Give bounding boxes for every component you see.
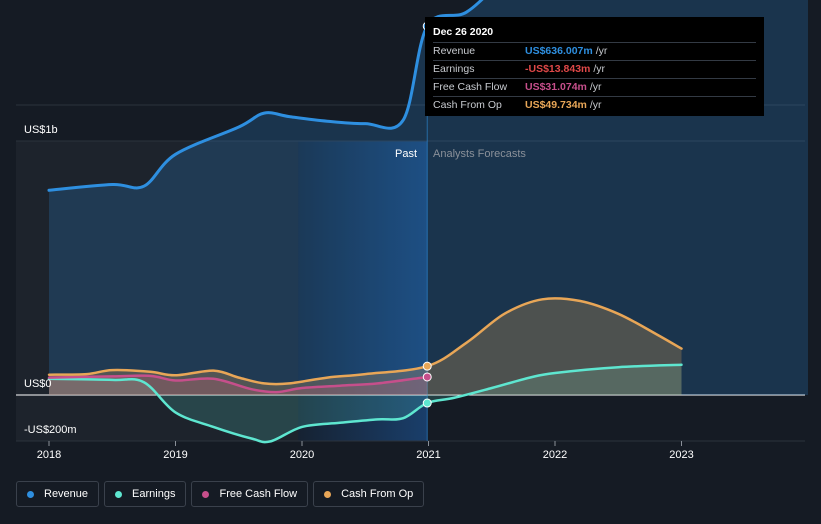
past-shade [16, 141, 299, 441]
tooltip-row-label: Cash From Op [433, 99, 502, 111]
tooltip-row: Cash From Op US$49.734m/yr [433, 96, 756, 114]
x-tick-label: 2020 [290, 449, 314, 461]
earnings-line [47, 363, 683, 444]
legend-item-earnings[interactable]: Earnings [104, 481, 187, 507]
tooltip-row: Earnings -US$13.843m/yr [433, 60, 756, 78]
legend-item-revenue[interactable]: Revenue [16, 481, 100, 507]
x-tick-label: 2023 [669, 449, 693, 461]
tooltip-panel: Dec 26 2020 Revenue US$636.007m/yr Earning… [425, 17, 764, 116]
tooltip-row: Revenue US$636.007m/yr [433, 42, 756, 60]
x-tick-label: 2021 [416, 449, 440, 461]
legend-dot-icon [27, 490, 34, 498]
earnings-area [49, 364, 682, 443]
tooltip-row-label: Free Cash Flow [433, 81, 508, 93]
past-label: Past [395, 148, 417, 160]
tooltip-row-value: US$31.074m [525, 81, 587, 93]
legend-dot-icon [115, 490, 123, 498]
legend-item-free-cash-flow[interactable]: Free Cash Flow [191, 481, 309, 507]
tooltip-row-unit: /yr [593, 63, 606, 75]
tooltip-row: Free Cash Flow US$31.074m/yr [433, 78, 756, 96]
earnings-marker [422, 398, 432, 408]
cash-from-op-area [49, 298, 682, 395]
legend: Revenue Earnings Free Cash Flow Cash From O… [16, 481, 425, 507]
tooltip-row-value: US$636.007m [525, 45, 593, 57]
tooltip-row-label: Revenue [433, 45, 476, 57]
cash-from-op-line [47, 297, 683, 386]
revenue-line [47, 0, 484, 192]
legend-dot-icon [202, 490, 210, 498]
tooltip-row-value: US$49.734m [525, 99, 587, 111]
free-cash-flow-line [47, 374, 429, 394]
tooltip-row-value: -US$13.843m [525, 63, 591, 75]
x-tick-label: 2022 [543, 449, 567, 461]
x-tick-label: 2018 [37, 449, 61, 461]
free-cash-flow-marker [422, 372, 432, 382]
cash-from-op-marker [422, 361, 432, 371]
tooltip-row-unit: /yr [589, 99, 602, 111]
tooltip-row-unit: /yr [595, 45, 608, 57]
y-zero-label: US$0 [24, 378, 52, 390]
past-highlight-shade [298, 141, 428, 441]
legend-label: Cash From Op [341, 488, 414, 500]
y-bottom-label: -US$200m [24, 424, 77, 436]
legend-item-cash-from-op[interactable]: Cash From Op [313, 481, 425, 507]
legend-label: Revenue [44, 488, 89, 500]
forecast-label: Analysts Forecasts [433, 148, 526, 160]
legend-label: Earnings [132, 488, 176, 500]
tooltip-row-unit: /yr [589, 81, 602, 93]
tooltip-date: Dec 26 2020 [433, 26, 494, 38]
x-tick-label: 2019 [163, 449, 187, 461]
tooltip-row-label: Earnings [433, 63, 475, 75]
legend-dot-icon [324, 490, 332, 498]
y-top-label: US$1b [24, 124, 58, 136]
legend-label: Free Cash Flow [219, 488, 298, 500]
